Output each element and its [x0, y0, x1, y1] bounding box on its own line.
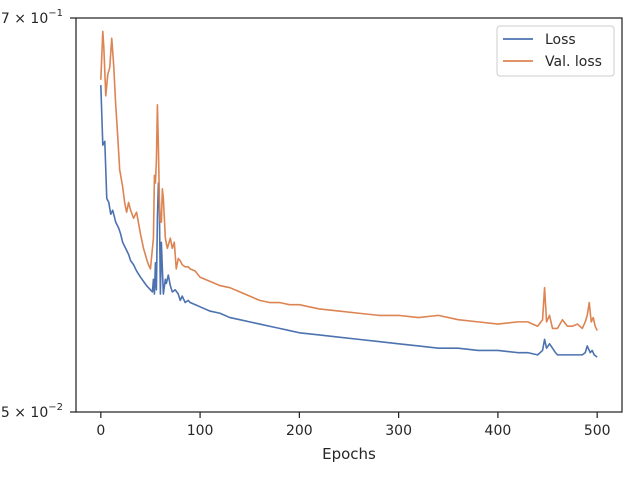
plot-area [100, 30, 598, 358]
y-tick-label: 5 × 10−2 [1, 402, 63, 421]
y-tick-mantissa: 5 × 10 [1, 405, 48, 421]
x-tick-label: 400 [485, 423, 512, 439]
x-axis-label: Epochs [322, 445, 376, 463]
x-tick-label: 200 [286, 423, 313, 439]
series-line-1 [100, 30, 598, 331]
legend: Loss Val. loss [496, 25, 615, 77]
x-tick-label: 300 [385, 423, 412, 439]
legend-label-0: Loss [545, 32, 576, 48]
y-tick-exponent: −1 [48, 8, 63, 19]
y-axis: 7 × 10−1 5 × 10−2 [1, 8, 76, 421]
x-tick-label: 100 [187, 423, 214, 439]
y-tick-mantissa: 7 × 10 [1, 11, 48, 27]
legend-label-1: Val. loss [545, 54, 602, 70]
x-tick-label: 0 [96, 423, 105, 439]
y-tick-exponent: −2 [48, 402, 63, 413]
axes-frame [75, 17, 623, 413]
y-tick-label: 7 × 10−1 [1, 8, 63, 27]
x-tick-label: 500 [584, 423, 611, 439]
x-axis: 0 100 200 300 400 500 [96, 412, 611, 439]
series-line-0 [100, 85, 598, 358]
